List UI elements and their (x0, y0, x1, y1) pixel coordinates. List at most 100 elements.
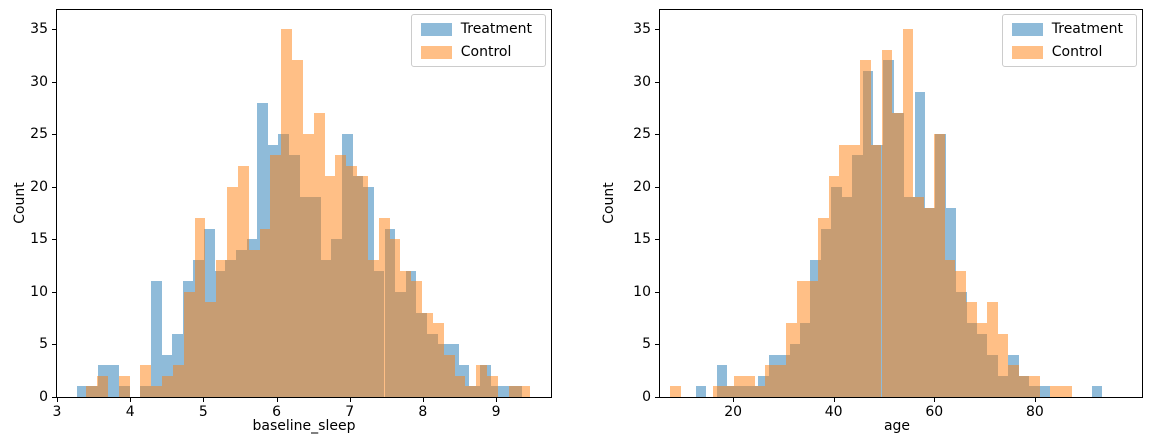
bar-control (454, 375, 466, 397)
y-tick-mark (52, 397, 56, 398)
bar-control (775, 365, 787, 397)
bar-control (118, 375, 130, 397)
x-tick-mark (130, 398, 132, 402)
bar-control (519, 386, 531, 397)
legend-label-control: Control (460, 44, 512, 60)
x-tick-label: 5 (198, 404, 208, 420)
control-swatch-icon (420, 45, 452, 59)
bar-control (97, 375, 108, 397)
bar-control (913, 197, 924, 397)
bar-control (378, 218, 390, 397)
x-tick-mark (833, 398, 835, 402)
bar-treatment (695, 386, 707, 397)
bar-control (86, 386, 98, 397)
bar-control (881, 49, 893, 397)
legend-age: Treatment Control (1001, 14, 1137, 67)
y-tick-mark (52, 28, 56, 30)
bar-control (194, 218, 206, 397)
x-tick-label: 4 (125, 404, 135, 420)
legend-label-treatment: Treatment (460, 21, 532, 37)
bar-control (797, 281, 808, 397)
legend-baseline-sleep: Treatment Control (410, 14, 546, 67)
bar-control (422, 312, 433, 397)
legend-label-treatment: Treatment (1051, 21, 1123, 37)
x-tick-mark (349, 398, 351, 402)
x-tick-label: 9 (491, 404, 501, 420)
bar-control (870, 144, 882, 397)
bar-control (976, 323, 988, 397)
y-tick-label: 25 (633, 126, 651, 143)
x-tick-label: 8 (418, 404, 428, 420)
bar-control (744, 375, 755, 397)
bar-control (237, 165, 249, 397)
treatment-swatch-icon (1011, 22, 1043, 36)
x-tick-label: 60 (925, 404, 944, 420)
y-tick-mark (655, 397, 659, 398)
y-tick-mark (52, 344, 56, 346)
bar-control (955, 270, 966, 397)
bar-control (892, 113, 903, 397)
bar-control (443, 354, 455, 397)
bar-control (754, 386, 766, 397)
y-tick-label: 20 (30, 178, 48, 195)
bar-control (411, 281, 423, 397)
y-tick-mark (52, 239, 56, 241)
y-tick-mark (655, 239, 659, 241)
y-axis-label-count-left: Count (12, 182, 28, 224)
y-tick-label: 30 (30, 73, 48, 90)
y-tick-label: 10 (633, 283, 651, 300)
legend-entry-treatment: Treatment (1011, 20, 1127, 38)
bar-control (389, 239, 401, 397)
x-tick-mark (496, 398, 498, 402)
y-tick-mark (655, 28, 659, 30)
y-tick-mark (655, 344, 659, 346)
bar-control (807, 281, 819, 397)
y-tick-label: 20 (633, 178, 651, 195)
bar-control (1008, 365, 1019, 397)
bar-control (944, 260, 956, 397)
y-tick-mark (655, 134, 659, 136)
bar-control (476, 365, 488, 397)
x-tick-mark (733, 398, 735, 402)
x-tick-mark (203, 398, 205, 402)
y-tick-mark (52, 134, 56, 136)
bar-control (227, 186, 238, 397)
bar-control (465, 386, 477, 397)
bar-treatment (1091, 386, 1102, 397)
y-tick-mark (655, 81, 659, 83)
axes-age: Treatment Control (659, 9, 1143, 398)
y-tick-label: 30 (633, 73, 651, 90)
bar-control (216, 260, 228, 397)
y-axis-label-count-right: Count (601, 182, 617, 224)
bar-control (828, 176, 840, 397)
control-swatch-icon (1011, 45, 1043, 59)
axes-baseline-sleep: Treatment Control (56, 9, 552, 398)
x-axis-label-baseline-sleep: baseline_sleep (252, 418, 356, 434)
x-tick-label: 20 (724, 404, 743, 420)
y-tick-mark (52, 81, 56, 83)
bar-control (902, 28, 914, 397)
plot-area-age (660, 10, 1142, 397)
bar-control (723, 386, 734, 397)
bar-control (818, 218, 829, 397)
bar-control (934, 134, 945, 397)
plot-area-baseline-sleep (57, 10, 551, 397)
bar-control (183, 291, 195, 397)
bar-treatment (716, 365, 728, 397)
legend-entry-control: Control (1011, 43, 1127, 61)
x-tick-mark (422, 398, 424, 402)
bar-control (172, 365, 184, 397)
bar-control (670, 386, 681, 397)
treatment-swatch-icon (420, 22, 452, 36)
bar-control (367, 260, 379, 397)
bar-control (281, 28, 293, 397)
x-tick-label: 6 (272, 404, 282, 420)
y-tick-label: 0 (39, 389, 48, 405)
bar-control (712, 386, 724, 397)
bar-control (839, 144, 850, 397)
x-tick-mark (57, 398, 58, 402)
x-tick-label: 80 (1025, 404, 1044, 420)
legend-entry-treatment: Treatment (420, 20, 536, 38)
x-tick-label: 7 (345, 404, 355, 420)
x-tick-mark (276, 398, 278, 402)
